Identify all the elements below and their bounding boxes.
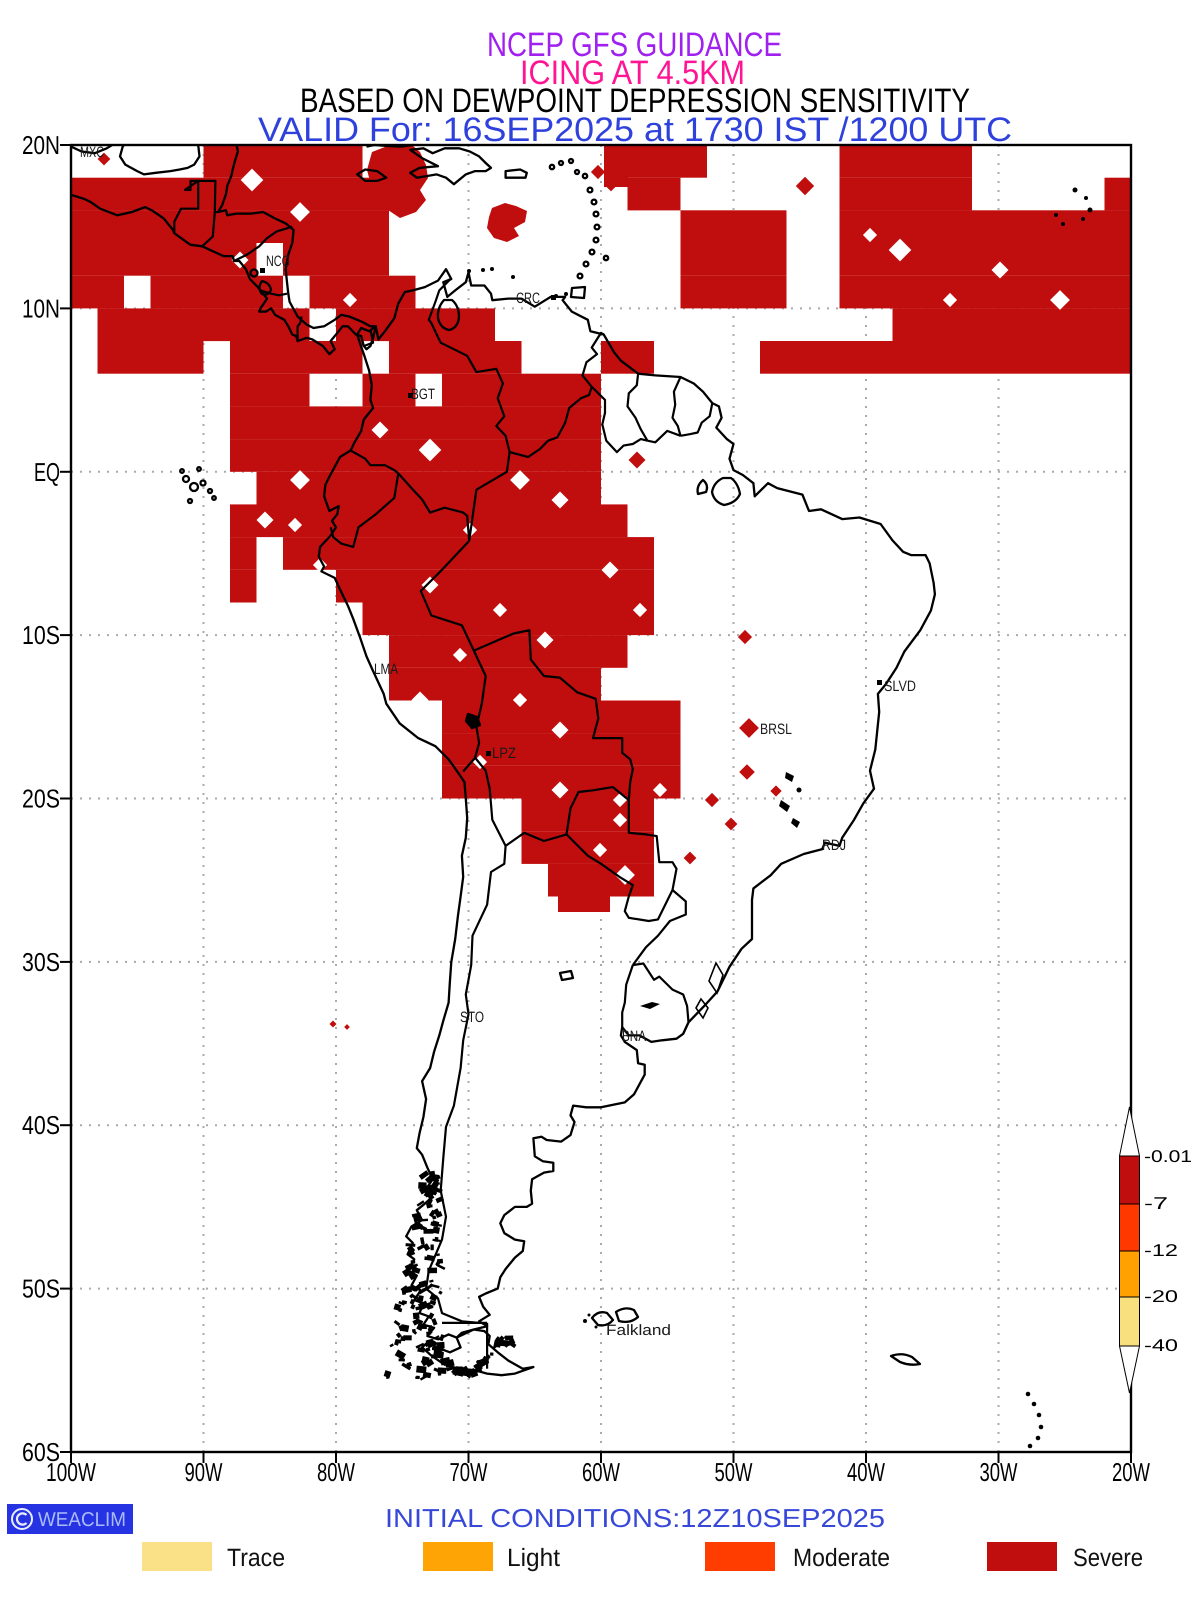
svg-text:ICING AT 4.5KM: ICING AT 4.5KM (520, 54, 745, 92)
svg-text:30S: 30S (22, 947, 60, 977)
svg-text:WEACLIM: WEACLIM (38, 1509, 126, 1531)
svg-text:BNA: BNA (622, 1028, 646, 1045)
svg-text:20W: 20W (1112, 1457, 1150, 1487)
svg-text:20S: 20S (22, 784, 60, 814)
svg-text:60S: 60S (22, 1437, 60, 1467)
svg-text:60W: 60W (582, 1457, 620, 1487)
svg-text:VALID For: 16SEP2025 at 1730 I: VALID For: 16SEP2025 at 1730 IST /1200 U… (258, 111, 1012, 149)
svg-text:Severe: Severe (1073, 1544, 1143, 1572)
svg-text:10S: 10S (22, 620, 60, 650)
svg-text:80W: 80W (317, 1457, 355, 1487)
svg-text:30W: 30W (980, 1457, 1018, 1487)
svg-text:-40: -40 (1144, 1336, 1178, 1355)
svg-text:40S: 40S (22, 1110, 60, 1140)
svg-text:EQ: EQ (34, 457, 60, 487)
svg-text:20N: 20N (22, 130, 60, 160)
svg-text:BGT: BGT (411, 386, 435, 403)
svg-text:-7: -7 (1144, 1194, 1168, 1213)
svg-text:90W: 90W (185, 1457, 223, 1487)
svg-text:50W: 50W (715, 1457, 753, 1487)
svg-text:-20: -20 (1144, 1287, 1178, 1306)
svg-text:RDJ: RDJ (822, 837, 846, 854)
svg-text:BASED ON DEWPOINT DEPRESSION S: BASED ON DEWPOINT DEPRESSION SENSITIVITY (300, 82, 970, 120)
svg-text:CRC: CRC (516, 290, 540, 307)
svg-text:Moderate: Moderate (793, 1544, 890, 1572)
svg-text:Trace: Trace (227, 1544, 285, 1572)
svg-text:Falkland: Falkland (606, 1322, 671, 1339)
svg-text:LMA: LMA (374, 661, 398, 678)
svg-text:Light: Light (507, 1544, 560, 1572)
svg-text:40W: 40W (847, 1457, 885, 1487)
svg-text:50S: 50S (22, 1274, 60, 1304)
svg-text:STO: STO (460, 1009, 484, 1026)
svg-text:MXC: MXC (80, 144, 104, 161)
svg-text:BRSL: BRSL (760, 721, 792, 738)
svg-text:10N: 10N (22, 293, 60, 323)
svg-text:LPZ: LPZ (492, 745, 516, 762)
svg-text:NCG: NCG (266, 253, 290, 270)
svg-text:NCEP GFS GUIDANCE: NCEP GFS GUIDANCE (487, 26, 782, 64)
svg-text:70W: 70W (450, 1457, 488, 1487)
svg-text:100W: 100W (46, 1457, 96, 1487)
svg-text:INITIAL CONDITIONS:12Z10SEP202: INITIAL CONDITIONS:12Z10SEP2025 (385, 1503, 885, 1533)
svg-text:-0.01: -0.01 (1144, 1147, 1192, 1166)
svg-text:-12: -12 (1144, 1241, 1178, 1260)
svg-text:SLVD: SLVD (884, 678, 916, 695)
